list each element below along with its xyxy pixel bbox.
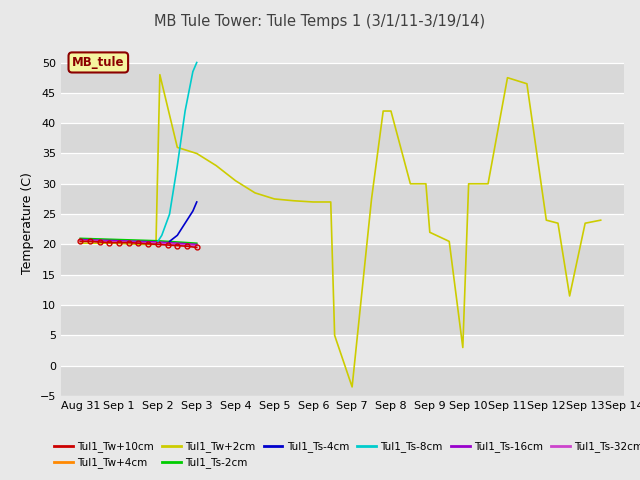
Bar — [61, 244, 624, 275]
Text: MB Tule Tower: Tule Temps 1 (3/1/11-3/19/14): MB Tule Tower: Tule Temps 1 (3/1/11-3/19… — [154, 14, 486, 29]
Text: MB_tule: MB_tule — [72, 56, 125, 69]
Bar — [61, 123, 624, 154]
Bar — [61, 62, 624, 93]
Y-axis label: Temperature (C): Temperature (C) — [21, 172, 34, 274]
Bar — [61, 184, 624, 214]
Legend: Tul1_Tw+10cm, Tul1_Tw+4cm, Tul1_Tw+2cm, Tul1_Ts-2cm, Tul1_Ts-4cm, Tul1_Ts-8cm, T: Tul1_Tw+10cm, Tul1_Tw+4cm, Tul1_Tw+2cm, … — [50, 437, 640, 472]
Bar — [61, 366, 624, 396]
Bar — [61, 93, 624, 123]
Bar — [61, 275, 624, 305]
Bar — [61, 214, 624, 244]
Bar — [61, 336, 624, 366]
Bar — [61, 154, 624, 184]
Bar — [61, 305, 624, 336]
